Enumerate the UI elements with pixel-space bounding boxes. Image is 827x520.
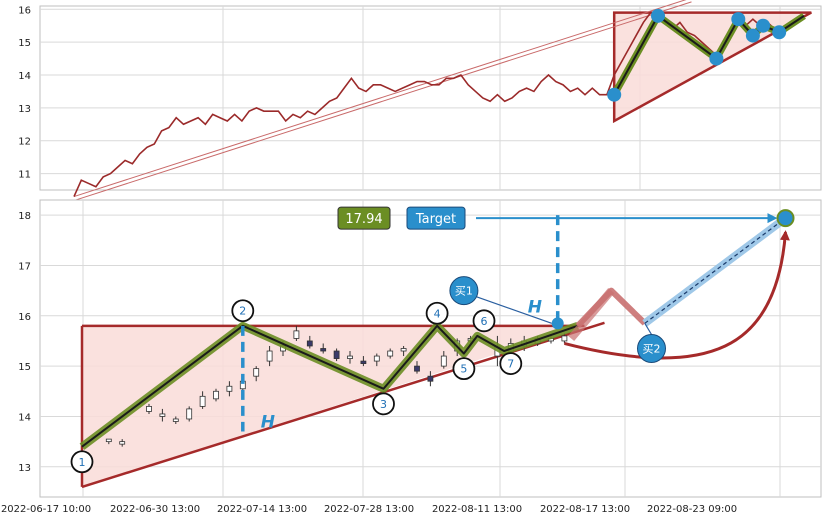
overview-wave-point — [709, 51, 724, 66]
buy2-pointer — [644, 323, 653, 335]
overview-ytick-label: 15 — [18, 38, 31, 49]
overview-channel-upper — [73, 0, 687, 198]
wave-point-circle — [425, 301, 449, 325]
overview-price-line — [73, 11, 805, 197]
overview-ytick-label: 13 — [18, 104, 31, 115]
buy1-circle — [449, 276, 479, 306]
buy2-label: 买2 — [643, 343, 661, 356]
buy2-circle — [637, 334, 666, 363]
wave-point-circle — [372, 392, 395, 416]
pattern-wave-inner — [81, 324, 579, 448]
candle-body — [159, 413, 166, 417]
candle-body — [105, 438, 112, 443]
candle-body — [400, 348, 407, 352]
candle-body — [387, 350, 394, 357]
pattern-xtick-label: 2022-08-17 13:00 — [540, 504, 630, 515]
pattern-ytick-label: 15 — [18, 362, 31, 373]
target-label-box — [406, 206, 466, 230]
target-point — [776, 209, 795, 228]
target-path-dash — [644, 217, 786, 324]
candle-body — [146, 405, 152, 412]
overview-wave-point — [772, 25, 787, 40]
pattern-ytick-label: 13 — [18, 463, 31, 474]
wave-point-circle — [499, 352, 523, 376]
target-label-tag: Target — [406, 206, 466, 230]
candle-body — [360, 360, 367, 365]
candle-body — [306, 340, 313, 347]
overview-ytick-label: 12 — [18, 137, 31, 148]
overview-wave-point — [745, 28, 760, 43]
target-label-text: Target — [415, 212, 456, 227]
overview-triangle — [612, 11, 812, 124]
overview-channel-lower — [73, 1, 692, 202]
wave-point-label: 1 — [79, 456, 86, 469]
candle-body — [333, 350, 340, 359]
wave-point-marker: 5 — [452, 357, 476, 381]
pattern-xtick-label: 2022-06-30 13:00 — [110, 504, 200, 515]
breakout-segment — [568, 288, 615, 342]
overview-ytick-label: 11 — [18, 170, 31, 181]
candle-body — [293, 330, 300, 339]
overview-ytick-label: 16 — [18, 5, 31, 16]
overview-ytick-label: 14 — [18, 71, 31, 82]
wave-point-marker: 3 — [372, 392, 395, 416]
target-value-tag: 17.94 — [337, 206, 391, 230]
target-value-box — [337, 206, 391, 230]
pattern-xtick-label: 2022-06-17 10:00 — [1, 504, 91, 515]
candle-body — [320, 348, 327, 352]
candle-body — [172, 418, 179, 422]
candle-body — [119, 441, 126, 445]
wave-point-circle — [452, 357, 476, 381]
pattern-xtick-label: 2022-07-28 13:00 — [324, 504, 414, 515]
pattern-ytick-label: 14 — [18, 412, 31, 423]
pattern-xtick-label: 2022-07-14 13:00 — [217, 504, 307, 515]
candle-body — [347, 355, 353, 359]
pattern-xtick-label: 2022-08-11 13:00 — [432, 504, 522, 515]
wave-point-label: 2 — [239, 305, 246, 318]
buy1-pointer — [475, 296, 552, 324]
wave-point-label: 3 — [380, 398, 387, 411]
wave-point-circle — [231, 299, 255, 323]
overview-wave-point — [607, 87, 622, 102]
height-marker-label: H — [261, 413, 275, 433]
wave-point-marker: 2 — [231, 299, 255, 323]
wave-point-marker: 7 — [499, 352, 523, 376]
buy1-target-dot — [551, 317, 564, 330]
pattern-ytick-label: 18 — [18, 211, 31, 222]
overview-wave-point — [651, 8, 665, 23]
buy1-marker: 买1 — [449, 276, 479, 306]
height-marker-label-2: H — [528, 298, 542, 318]
target-value-text: 17.94 — [345, 212, 382, 227]
wave-point-marker: 6 — [472, 309, 496, 333]
wave-point-label: 5 — [460, 363, 467, 376]
wave-point-label: 6 — [481, 315, 488, 328]
wave-point-marker: 1 — [70, 450, 94, 474]
wave-point-label: 7 — [507, 358, 514, 371]
candle-body — [266, 350, 273, 362]
candle-body — [253, 368, 260, 377]
overview-wave-point — [756, 18, 771, 33]
overview-wave-point — [731, 12, 746, 27]
pattern-ytick-label: 17 — [18, 261, 31, 272]
candle-body — [373, 355, 380, 362]
candle-body — [440, 355, 447, 367]
candle-body — [186, 408, 193, 420]
candle-body — [226, 385, 233, 392]
candle-body — [199, 395, 206, 407]
buy2-marker: 买2 — [637, 334, 666, 363]
candle-body — [427, 375, 434, 382]
candle-body — [561, 335, 568, 342]
pattern-ytick-label: 16 — [18, 312, 31, 323]
candle-body — [414, 365, 420, 372]
wave-point-circle — [70, 450, 94, 474]
wave-point-label: 4 — [434, 307, 441, 320]
buy1-label: 买1 — [455, 285, 473, 298]
projection-curve-arrow — [564, 230, 790, 360]
wave-point-marker: 4 — [425, 301, 449, 325]
wave-point-circle — [472, 309, 496, 333]
pattern-xtick-label: 2022-08-23 09:00 — [647, 504, 737, 515]
candle-body — [213, 390, 219, 400]
